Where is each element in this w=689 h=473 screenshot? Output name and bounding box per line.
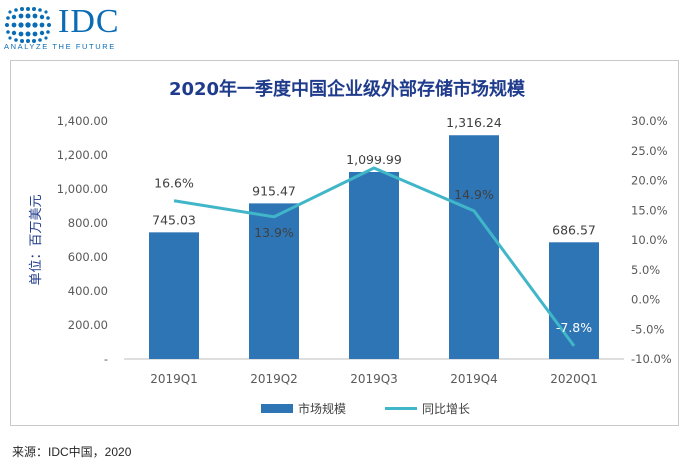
bar xyxy=(549,242,599,359)
y2-tick-label: 10.0% xyxy=(631,233,668,247)
x-axis: 2019Q1 2019Q2 2019Q3 2019Q4 2020Q1 xyxy=(150,372,598,386)
idc-logo: IDC ANALYZE THE FUTURE xyxy=(0,0,180,60)
line-data-label: 14.9% xyxy=(454,187,494,202)
legend: 市场规模 同比增长 xyxy=(261,401,470,416)
bar-data-label: 915.47 xyxy=(252,183,296,198)
chart-title: 2020年一季度中国企业级外部存储市场规模 xyxy=(169,78,526,100)
globe-icon xyxy=(5,7,51,43)
bar-data-label: 686.57 xyxy=(552,222,596,237)
y-axis-left: - 200.00 400.00 600.00 800.00 1,000.00 1,200.0… xyxy=(57,114,108,366)
bar-data-label: 1,099.99 xyxy=(346,152,402,167)
line-series: 16.6% 13.9% 22.1% 14.9% -7.8% xyxy=(154,144,592,347)
x-tick-label: 2019Q3 xyxy=(350,372,398,386)
bar-data-label: 745.03 xyxy=(152,212,196,227)
y2-tick-label: -10.0% xyxy=(631,352,672,366)
logo-wordmark: IDC xyxy=(58,3,120,40)
growth-line xyxy=(173,166,576,347)
bar xyxy=(349,172,399,359)
bar xyxy=(449,135,499,359)
y-tick-label: 1,400.00 xyxy=(57,114,108,128)
chart-svg: 2020年一季度中国企业级外部存储市场规模 - 200.00 400.00 600.0… xyxy=(29,78,672,416)
x-tick-label: 2019Q1 xyxy=(150,372,198,386)
legend-swatch-bar xyxy=(261,404,293,413)
y2-tick-label: 15.0% xyxy=(631,203,668,217)
bar-series: 745.03 915.47 1,099.99 1,316.24 686.57 xyxy=(149,115,599,359)
line-data-label: 13.9% xyxy=(254,225,294,240)
line-data-label: -7.8% xyxy=(556,320,592,335)
y-tick-label: 1,200.00 xyxy=(57,148,108,162)
y-tick-label: 200.00 xyxy=(68,318,108,332)
y-tick-label: 1,000.00 xyxy=(57,182,108,196)
y2-tick-label: -5.0% xyxy=(631,322,664,336)
y-tick-label: 600.00 xyxy=(68,250,108,264)
y-axis-right: -10.0% -5.0% 0.0% 5.0% 10.0% 15.0% 20.0% 25.0% 3… xyxy=(631,114,672,366)
bar xyxy=(249,203,299,359)
y2-tick-label: 5.0% xyxy=(631,263,660,277)
legend-label-bar: 市场规模 xyxy=(298,401,346,416)
source-note: 来源：IDC中国，2020 xyxy=(12,445,132,459)
bar-data-label: 1,316.24 xyxy=(446,115,502,130)
x-tick-label: 2020Q1 xyxy=(550,372,598,386)
y2-tick-label: 25.0% xyxy=(631,144,668,158)
y2-tick-label: 20.0% xyxy=(631,174,668,188)
line-data-label: 22.1% xyxy=(354,144,394,159)
logo-tagline: ANALYZE THE FUTURE xyxy=(4,42,116,51)
y-axis-label: 单位：百万美元 xyxy=(29,194,44,285)
line-data-label: 16.6% xyxy=(154,176,194,191)
x-tick-label: 2019Q2 xyxy=(250,372,298,386)
legend-label-line: 同比增长 xyxy=(422,402,470,416)
y-tick-label: 400.00 xyxy=(68,284,108,298)
x-tick-label: 2019Q4 xyxy=(450,372,498,386)
chart-frame: 2020年一季度中国企业级外部存储市场规模 - 200.00 400.00 600.0… xyxy=(10,60,679,426)
y-tick-label: - xyxy=(104,352,108,366)
y2-tick-label: 30.0% xyxy=(631,114,668,128)
y-tick-label: 800.00 xyxy=(68,216,108,230)
bar xyxy=(149,232,199,359)
y2-tick-label: 0.0% xyxy=(631,293,660,307)
